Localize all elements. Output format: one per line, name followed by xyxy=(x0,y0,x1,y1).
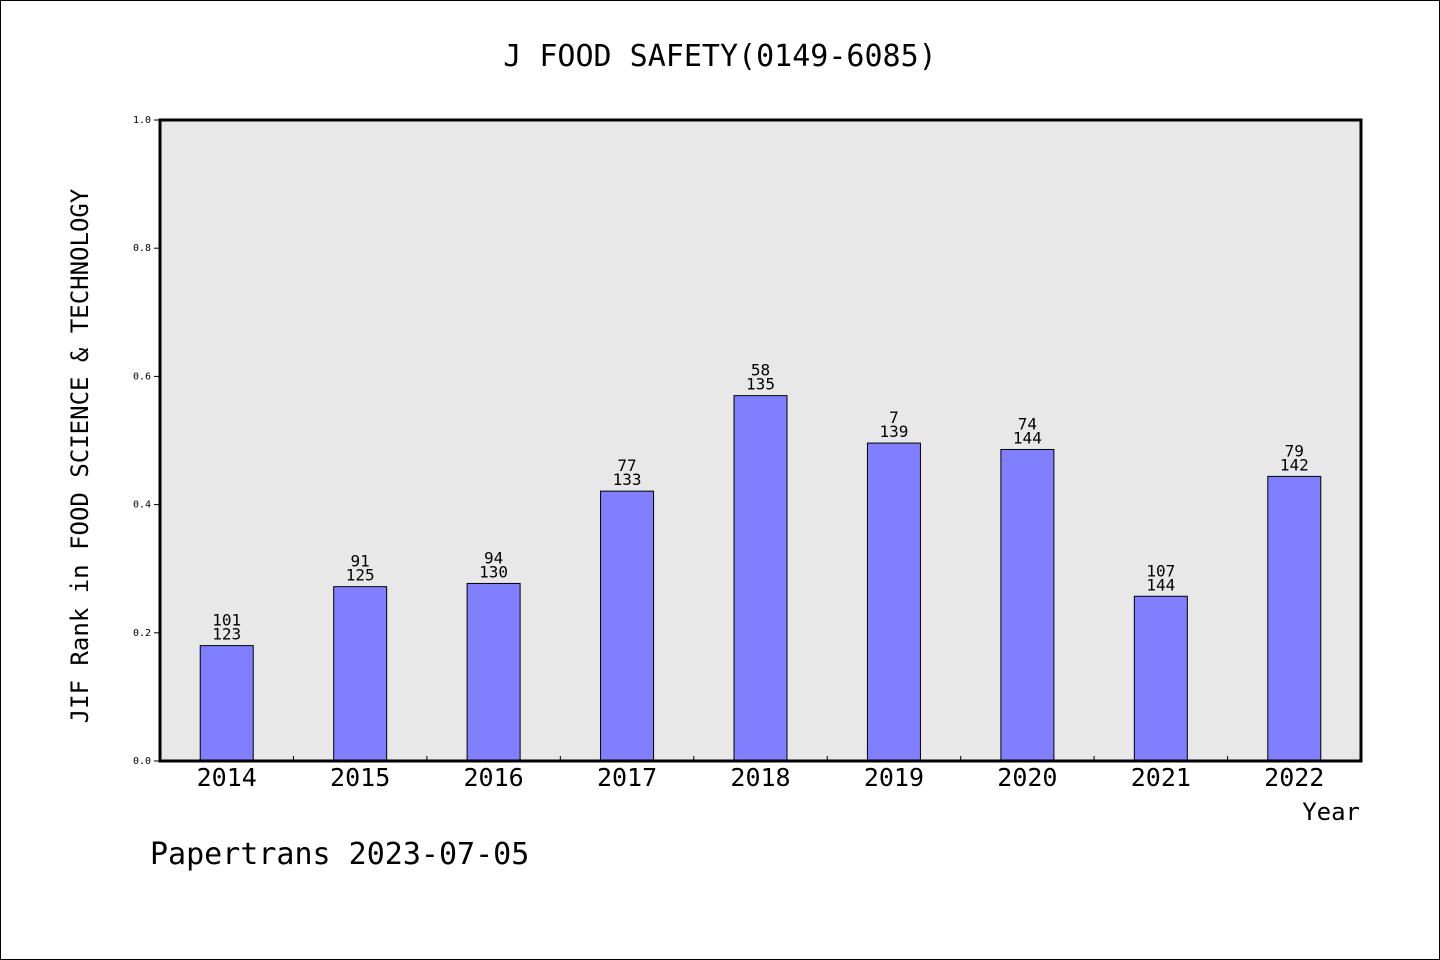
bar-2017 xyxy=(600,490,655,762)
y-tick-label: 0.6 xyxy=(133,371,151,382)
bar-rank-label: 79 xyxy=(1285,441,1304,460)
y-tick-label: 1.0 xyxy=(133,115,151,126)
bar-total-label: 144 xyxy=(1146,575,1175,594)
bar-2020 xyxy=(1000,448,1055,762)
bar-rank-label: 7 xyxy=(889,408,899,427)
bar-2018 xyxy=(733,395,788,762)
x-axis-label: Year xyxy=(1302,798,1360,826)
x-tick-label: 2022 xyxy=(1264,763,1324,792)
x-tick-label: 2017 xyxy=(597,763,657,792)
x-tick-label: 2016 xyxy=(464,763,524,792)
bar-total-label: 144 xyxy=(1013,428,1042,447)
chart-title: J FOOD SAFETY(0149-6085) xyxy=(503,39,936,74)
x-tick-label: 2020 xyxy=(997,763,1057,792)
bar-2019 xyxy=(866,442,921,762)
bars xyxy=(199,395,1322,762)
y-tick-label: 0.4 xyxy=(133,500,151,511)
bar-rank-label: 107 xyxy=(1146,561,1175,580)
bar-rank-label: 94 xyxy=(484,548,503,567)
bar-rank-label: 91 xyxy=(351,552,370,571)
bar-2022 xyxy=(1267,475,1322,762)
y-tick-label: 0.0 xyxy=(133,756,151,767)
bar-total-label: 123 xyxy=(212,625,241,644)
y-tick-label: 0.8 xyxy=(133,243,151,254)
bar-rank-label: 101 xyxy=(212,611,241,630)
x-tick-label: 2021 xyxy=(1131,763,1191,792)
bar-total-label: 142 xyxy=(1280,455,1309,474)
bar-2015 xyxy=(333,586,388,762)
y-tick-label: 0.2 xyxy=(133,628,151,639)
x-tick-label: 2015 xyxy=(330,763,390,792)
y-axis-label: JIF Rank in FOOD SCIENCE & TECHNOLOGY xyxy=(66,188,94,723)
bar-rank-label: 77 xyxy=(617,456,636,475)
x-tick-label: 2014 xyxy=(197,763,257,792)
bar-total-label: 135 xyxy=(746,375,775,394)
footer-credit: Papertrans 2023-07-05 xyxy=(150,837,529,872)
x-tick-label: 2019 xyxy=(864,763,924,792)
bar-total-label: 130 xyxy=(479,562,508,581)
bar-2014 xyxy=(199,645,254,762)
bar-total-label: 125 xyxy=(346,566,375,585)
x-tick-label: 2018 xyxy=(730,763,790,792)
bar-total-label: 133 xyxy=(613,470,642,489)
bar-rank-label: 74 xyxy=(1018,414,1037,433)
bar-2021 xyxy=(1133,595,1188,762)
bar-rank-label: 58 xyxy=(751,361,770,380)
plot-border xyxy=(158,118,1363,763)
bar-2016 xyxy=(466,582,521,762)
bar-total-label: 139 xyxy=(879,422,908,441)
